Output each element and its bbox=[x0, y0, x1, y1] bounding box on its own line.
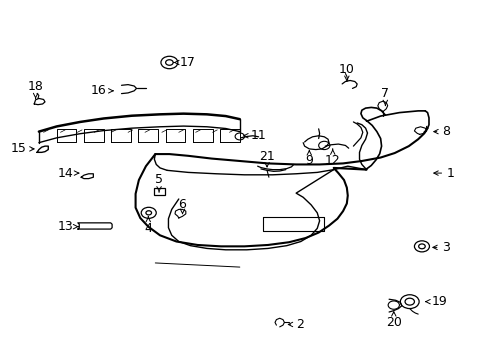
Text: 6: 6 bbox=[178, 198, 186, 214]
Text: 2: 2 bbox=[288, 318, 303, 331]
Text: 15: 15 bbox=[10, 143, 34, 156]
Text: 16: 16 bbox=[91, 84, 113, 97]
Text: 14: 14 bbox=[57, 167, 79, 180]
Text: 18: 18 bbox=[28, 80, 43, 99]
Text: 1: 1 bbox=[433, 167, 454, 180]
Text: 9: 9 bbox=[305, 151, 313, 167]
Text: 3: 3 bbox=[432, 241, 449, 254]
Bar bbox=[154, 188, 164, 194]
Text: 5: 5 bbox=[155, 174, 163, 192]
Text: 11: 11 bbox=[243, 129, 266, 142]
Text: 13: 13 bbox=[57, 220, 79, 233]
Text: 21: 21 bbox=[259, 150, 274, 167]
Text: 12: 12 bbox=[324, 149, 340, 167]
Text: 8: 8 bbox=[433, 125, 449, 138]
Text: 7: 7 bbox=[381, 87, 388, 105]
Text: 19: 19 bbox=[425, 295, 447, 308]
Text: 4: 4 bbox=[144, 216, 152, 235]
Text: 10: 10 bbox=[338, 63, 354, 81]
Text: 17: 17 bbox=[173, 56, 195, 69]
Text: 20: 20 bbox=[385, 312, 401, 329]
